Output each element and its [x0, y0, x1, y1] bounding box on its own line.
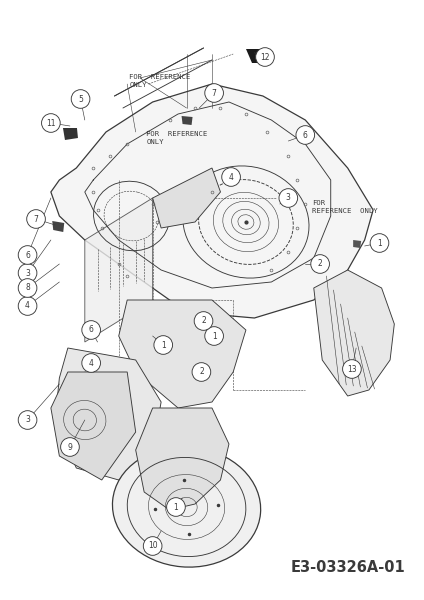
Text: FOR  REFERENCE
ONLY: FOR REFERENCE ONLY	[146, 131, 207, 145]
Text: 7: 7	[212, 88, 217, 97]
Polygon shape	[181, 116, 192, 125]
Circle shape	[311, 254, 329, 274]
Circle shape	[343, 359, 361, 379]
Circle shape	[143, 536, 162, 556]
Circle shape	[370, 233, 389, 253]
Circle shape	[279, 188, 298, 208]
Circle shape	[71, 89, 90, 109]
Text: E3-03326A-01: E3-03326A-01	[290, 559, 405, 575]
Circle shape	[18, 296, 37, 316]
Polygon shape	[52, 221, 64, 232]
Circle shape	[18, 245, 37, 265]
Ellipse shape	[112, 447, 261, 567]
Text: 3: 3	[25, 269, 30, 277]
Circle shape	[82, 353, 100, 373]
Circle shape	[194, 311, 213, 331]
Circle shape	[167, 497, 185, 517]
Polygon shape	[51, 84, 373, 318]
Circle shape	[27, 209, 45, 229]
Text: 9: 9	[67, 443, 73, 451]
Polygon shape	[51, 372, 136, 480]
Circle shape	[296, 125, 315, 145]
Circle shape	[42, 113, 60, 133]
Circle shape	[222, 167, 240, 187]
Text: 11: 11	[46, 118, 56, 127]
Text: 10: 10	[148, 541, 157, 551]
Polygon shape	[246, 49, 262, 63]
Text: 2: 2	[199, 367, 204, 377]
Text: 5: 5	[78, 94, 83, 103]
Text: 12: 12	[260, 52, 270, 61]
Circle shape	[205, 326, 223, 346]
Polygon shape	[153, 168, 220, 228]
Polygon shape	[55, 348, 161, 480]
Polygon shape	[136, 408, 229, 510]
Circle shape	[18, 263, 37, 283]
Text: 3: 3	[286, 193, 291, 202]
Circle shape	[154, 335, 173, 355]
Text: 13: 13	[347, 364, 357, 373]
Text: 8: 8	[25, 283, 30, 292]
Text: 4: 4	[89, 358, 94, 367]
Text: 4: 4	[229, 173, 234, 181]
Text: 7: 7	[33, 214, 39, 223]
Text: 1: 1	[161, 340, 166, 349]
Polygon shape	[119, 300, 246, 408]
Polygon shape	[314, 270, 394, 396]
Text: 3: 3	[25, 415, 30, 425]
Text: 6: 6	[303, 130, 308, 139]
Text: 1: 1	[377, 238, 382, 247]
Circle shape	[192, 362, 211, 382]
Circle shape	[61, 437, 79, 457]
Circle shape	[18, 410, 37, 430]
Polygon shape	[353, 240, 361, 248]
Polygon shape	[63, 128, 78, 140]
Text: 2: 2	[201, 316, 206, 325]
Circle shape	[256, 47, 274, 67]
Polygon shape	[85, 198, 153, 342]
Circle shape	[205, 83, 223, 103]
Text: 4: 4	[25, 301, 30, 311]
Text: 1: 1	[173, 503, 179, 511]
Text: 6: 6	[89, 325, 94, 335]
Circle shape	[18, 278, 37, 298]
Text: FOR  REFERENCE
ONLY: FOR REFERENCE ONLY	[129, 74, 190, 88]
Text: 6: 6	[25, 251, 30, 259]
Circle shape	[82, 320, 100, 340]
Text: 2: 2	[318, 259, 323, 268]
Text: 1: 1	[212, 331, 217, 341]
Text: FOR
REFERENCE  ONLY: FOR REFERENCE ONLY	[312, 200, 377, 214]
